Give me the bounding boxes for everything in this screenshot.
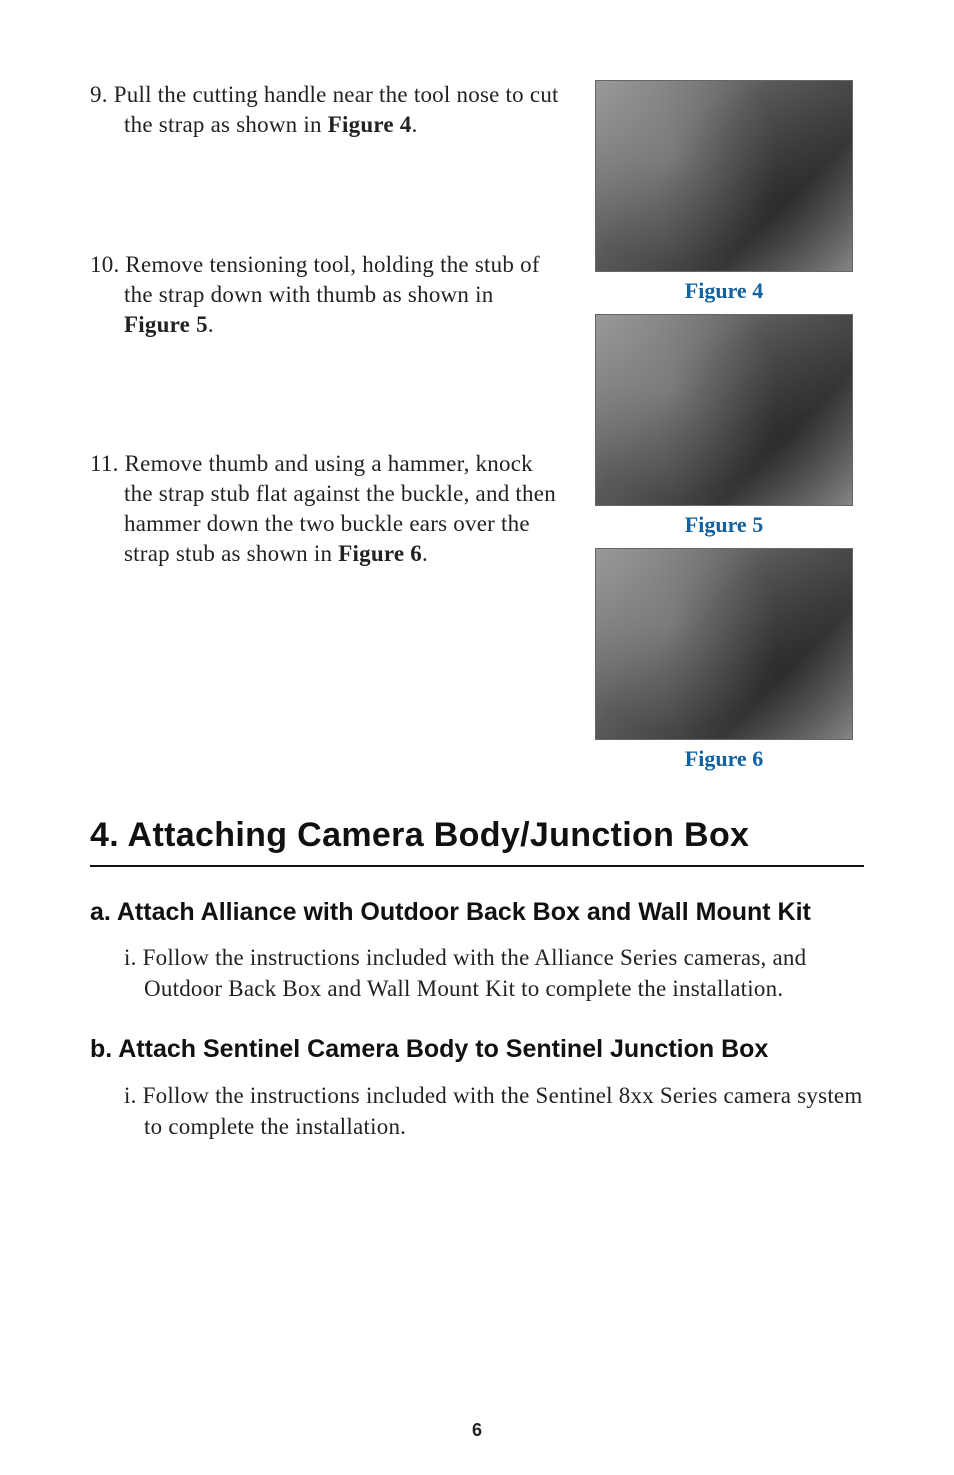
steps-and-figures: 9. Pull the cutting handle near the tool…	[90, 80, 864, 782]
subsection-b-heading: b. Attach Sentinel Camera Body to Sentin…	[90, 1034, 864, 1065]
step-10-text-b: .	[208, 312, 214, 337]
subsection-a-item: i. Follow the instructions included with…	[90, 942, 864, 1004]
step-11-text-b: .	[422, 541, 428, 566]
subsection-b-item-text: Follow the instructions included with th…	[137, 1083, 863, 1139]
step-10-number: 10.	[90, 252, 119, 277]
figure-6-image	[595, 548, 853, 740]
figure-5-image	[595, 314, 853, 506]
step-9-figure-ref: Figure 4	[328, 112, 412, 137]
step-10: 10. Remove tensioning tool, holding the …	[90, 250, 560, 340]
figure-4-caption: Figure 4	[685, 278, 763, 304]
steps-column: 9. Pull the cutting handle near the tool…	[90, 80, 560, 782]
figure-4-image	[595, 80, 853, 272]
subsection-a-heading: a. Attach Alliance with Outdoor Back Box…	[90, 897, 864, 928]
step-9: 9. Pull the cutting handle near the tool…	[90, 80, 560, 140]
section-4-title: 4. Attaching Camera Body/Junction Box	[90, 816, 864, 867]
step-11-number: 11.	[90, 451, 119, 476]
page-number: 6	[0, 1420, 954, 1441]
subsection-b-item: i. Follow the instructions included with…	[90, 1080, 864, 1142]
step-9-block: 9. Pull the cutting handle near the tool…	[90, 80, 560, 140]
figure-6-caption: Figure 6	[685, 746, 763, 772]
step-10-figure-ref: Figure 5	[124, 312, 208, 337]
figures-column: Figure 4 Figure 5 Figure 6	[584, 80, 864, 782]
step-11-block: 11. Remove thumb and using a hammer, kno…	[90, 449, 560, 569]
step-11: 11. Remove thumb and using a hammer, kno…	[90, 449, 560, 569]
step-11-figure-ref: Figure 6	[338, 541, 422, 566]
subsection-a-item-text: Follow the instructions included with th…	[137, 945, 807, 1001]
step-9-text-b: .	[412, 112, 418, 137]
figure-5-caption: Figure 5	[685, 512, 763, 538]
step-9-number: 9.	[90, 82, 108, 107]
subsection-b-item-num: i.	[124, 1083, 137, 1108]
subsection-a-item-num: i.	[124, 945, 137, 970]
step-10-block: 10. Remove tensioning tool, holding the …	[90, 250, 560, 340]
step-10-text-a: Remove tensioning tool, holding the stub…	[119, 252, 539, 307]
